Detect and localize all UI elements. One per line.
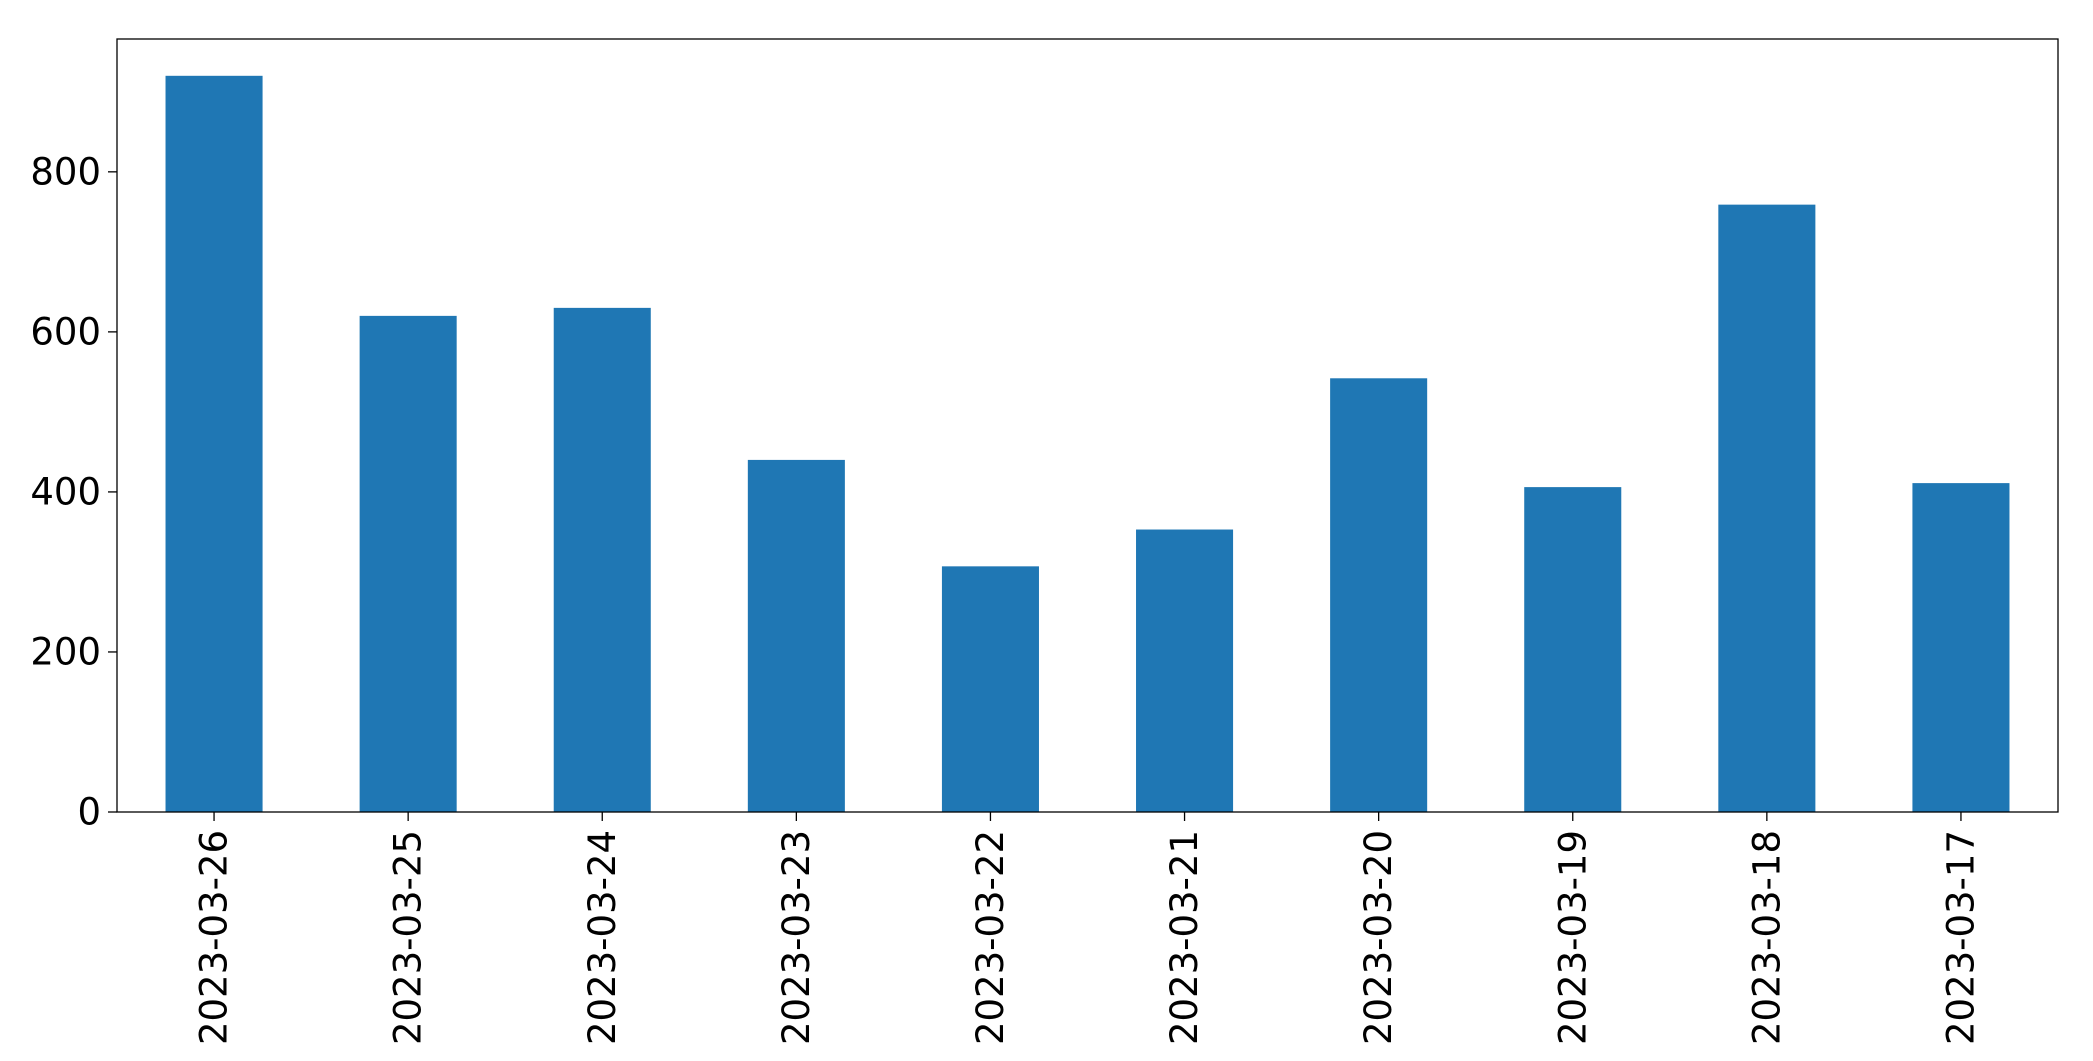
bar-2023-03-21 — [1136, 529, 1234, 812]
x-axis: 2023-03-26 2023-03-25 2023-03-24 2023-03-23… — [193, 812, 1982, 1045]
bar-2023-03-18 — [1718, 204, 1816, 813]
x-tick-label: 2023-03-19 — [1551, 830, 1594, 1045]
plot-frame — [116, 38, 2059, 813]
bar-2023-03-17 — [1912, 483, 2010, 812]
bar-2023-03-23 — [747, 459, 845, 812]
y-axis: 0 200 400 600 800 — [30, 150, 117, 834]
x-tick-label: 2023-03-20 — [1357, 830, 1400, 1045]
y-tick-label: 200 — [30, 630, 101, 673]
x-tick-label: 2023-03-21 — [1163, 830, 1206, 1045]
bars-group — [165, 75, 2010, 813]
x-tick-label: 2023-03-23 — [775, 830, 818, 1045]
x-tick-label: 2023-03-25 — [387, 830, 430, 1045]
bar-2023-03-25 — [359, 315, 457, 812]
x-tick-label: 2023-03-24 — [581, 830, 624, 1045]
x-tick-label: 2023-03-18 — [1745, 830, 1788, 1045]
bar-2023-03-22 — [941, 566, 1039, 812]
bar-2023-03-20 — [1330, 378, 1428, 812]
y-tick-label: 800 — [30, 150, 101, 193]
y-tick-label: 400 — [30, 470, 101, 513]
x-tick-label: 2023-03-22 — [969, 830, 1012, 1045]
x-tick-label: 2023-03-26 — [193, 830, 236, 1045]
y-tick-label: 0 — [77, 791, 101, 834]
bar-2023-03-19 — [1524, 487, 1622, 812]
bar-2023-03-26 — [165, 75, 263, 813]
y-tick-label: 600 — [30, 310, 101, 353]
x-tick-label: 2023-03-17 — [1939, 830, 1982, 1045]
bar-2023-03-24 — [553, 307, 651, 812]
